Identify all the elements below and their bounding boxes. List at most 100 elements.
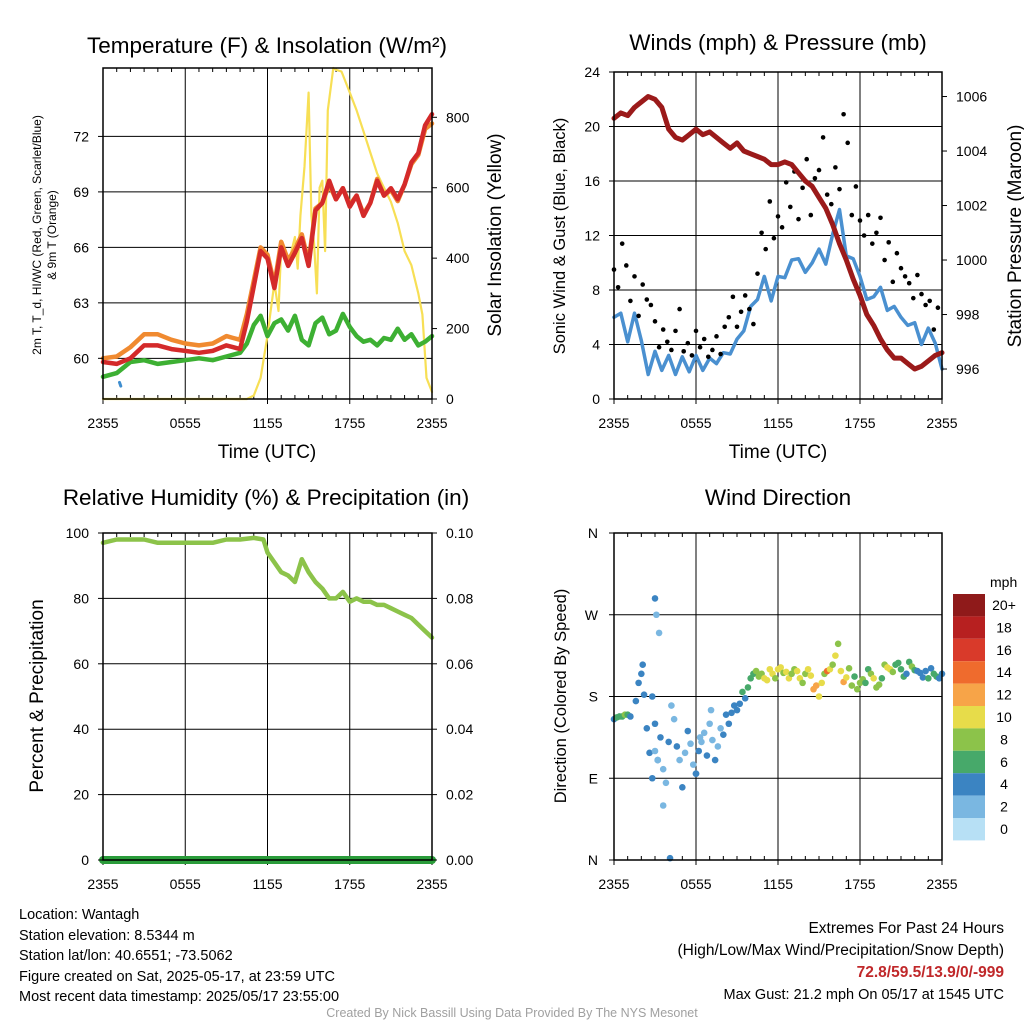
winds-x-tick-label: 2355 bbox=[598, 415, 629, 431]
extremes-values: 72.8/59.5/13.9/0/-999 bbox=[856, 964, 1004, 981]
speed-legend-swatch bbox=[953, 594, 985, 617]
gust-point bbox=[706, 354, 711, 360]
gust-point bbox=[755, 271, 760, 276]
station-location: Location: Wantagh bbox=[19, 907, 140, 923]
winds-left-tick-label: 12 bbox=[584, 228, 600, 244]
gust-point bbox=[656, 344, 662, 350]
direction-point bbox=[709, 736, 716, 744]
windchill-line bbox=[118, 380, 123, 388]
temperature-x-tick-label: 1155 bbox=[252, 415, 282, 431]
direction-point bbox=[632, 697, 640, 705]
gust-point bbox=[931, 327, 937, 332]
winds-x-tick-label: 1155 bbox=[763, 415, 793, 431]
gust-point bbox=[628, 298, 633, 304]
humidity-left-tick-label: 40 bbox=[73, 721, 89, 737]
gust-point bbox=[845, 140, 850, 146]
gust-point bbox=[833, 165, 838, 170]
direction-point bbox=[889, 668, 897, 676]
direction-point bbox=[643, 724, 651, 732]
temperature-panel-title: Temperature (F) & Insolation (W/m²) bbox=[87, 33, 447, 58]
direction-point bbox=[651, 747, 659, 755]
pressure-right-tick-label: 996 bbox=[956, 361, 980, 377]
direction-point bbox=[728, 709, 735, 717]
precipitation-right-tick-label: 0.02 bbox=[446, 787, 473, 803]
insolation-right-tick-label: 0 bbox=[446, 391, 454, 407]
speed-legend-swatch bbox=[953, 795, 985, 818]
gust-point bbox=[886, 240, 891, 245]
precipitation-right-tick-label: 0.00 bbox=[446, 852, 473, 868]
gust-point bbox=[710, 347, 715, 353]
speed-legend-swatch bbox=[953, 638, 985, 662]
gust-point bbox=[902, 274, 908, 279]
gust-point bbox=[697, 344, 703, 350]
gust-point bbox=[665, 339, 670, 345]
direction-point bbox=[722, 711, 730, 718]
speed-legend-label: 0 bbox=[1000, 821, 1008, 837]
direction-point bbox=[655, 629, 663, 637]
speed-legend-title: mph bbox=[990, 574, 1017, 590]
gust-point bbox=[837, 186, 842, 192]
speed-legend-label: 2 bbox=[1000, 799, 1008, 815]
gust-point bbox=[726, 314, 732, 320]
gust-point bbox=[824, 192, 830, 197]
temperature-frame bbox=[102, 67, 433, 400]
gust-point bbox=[730, 294, 736, 300]
direction-point bbox=[878, 675, 886, 682]
gust-point bbox=[714, 334, 719, 339]
gust-point bbox=[685, 340, 691, 346]
direction-point bbox=[815, 693, 823, 700]
gust-point bbox=[689, 353, 695, 358]
direction-point bbox=[703, 752, 711, 759]
direction-point bbox=[707, 706, 715, 714]
direction-point bbox=[919, 674, 927, 681]
figure-created: Figure created on Sat, 2025-05-17, at 23… bbox=[19, 968, 335, 985]
speed-legend-swatch bbox=[953, 616, 985, 639]
direction-point bbox=[782, 668, 790, 676]
speed-color-legend: 20+ 18 16 14 12 10 8 6 4 2 0 bbox=[953, 594, 1016, 841]
temperature-x-axis-label: Time (UTC) bbox=[218, 442, 317, 463]
pressure-right-tick-label: 998 bbox=[956, 307, 980, 323]
gust-point bbox=[804, 156, 809, 162]
speed-legend-label: 16 bbox=[996, 642, 1012, 658]
winds-x-tick-label: 0555 bbox=[680, 415, 711, 431]
gust-point bbox=[812, 175, 818, 181]
direction-point bbox=[657, 734, 664, 741]
direction-x-tick-label: 1155 bbox=[763, 876, 793, 892]
humidity-left-tick-label: 60 bbox=[73, 656, 89, 672]
direction-point bbox=[927, 665, 935, 672]
speed-legend-swatch bbox=[953, 706, 985, 729]
direction-point bbox=[717, 724, 724, 732]
direction-point bbox=[651, 720, 659, 728]
direction-point bbox=[696, 734, 704, 741]
gust-point bbox=[747, 306, 752, 312]
direction-point bbox=[700, 729, 708, 737]
direction-point bbox=[648, 693, 656, 700]
direction-point bbox=[793, 667, 801, 675]
direction-point bbox=[681, 749, 689, 757]
direction-point bbox=[720, 731, 727, 738]
station-info: Location: Wantagh Station elevation: 8.5… bbox=[19, 905, 339, 1008]
direction-point bbox=[752, 667, 760, 675]
direction-point bbox=[665, 738, 672, 746]
humidity-panel-title: Relative Humidity (%) & Precipitation (i… bbox=[63, 485, 469, 510]
winds-panel-title: Winds (mph) & Pressure (mb) bbox=[629, 30, 927, 55]
gust-point bbox=[759, 230, 764, 236]
gust-point bbox=[632, 274, 637, 279]
gust-point bbox=[841, 111, 846, 117]
winds-left-tick-label: 20 bbox=[584, 119, 600, 135]
precipitation-right-tick-label: 0.10 bbox=[446, 525, 473, 541]
temperature-x-tick-label: 0555 bbox=[170, 415, 201, 431]
gust-point bbox=[669, 347, 674, 353]
direction-point bbox=[829, 661, 836, 669]
temperature-x-tick-label: 1755 bbox=[334, 415, 365, 431]
temperature-x-tick-label: 2355 bbox=[416, 415, 447, 431]
direction-point bbox=[897, 665, 905, 673]
direction-point bbox=[668, 702, 675, 709]
gust-point bbox=[935, 305, 941, 311]
insolation-right-tick-label: 600 bbox=[446, 180, 470, 196]
gust-point bbox=[861, 233, 867, 238]
direction-point bbox=[804, 665, 812, 673]
direction-point bbox=[870, 675, 877, 682]
direction-point bbox=[676, 756, 683, 764]
station-latlon: Station lat/lon: 40.6551; -73.5062 bbox=[19, 948, 233, 964]
